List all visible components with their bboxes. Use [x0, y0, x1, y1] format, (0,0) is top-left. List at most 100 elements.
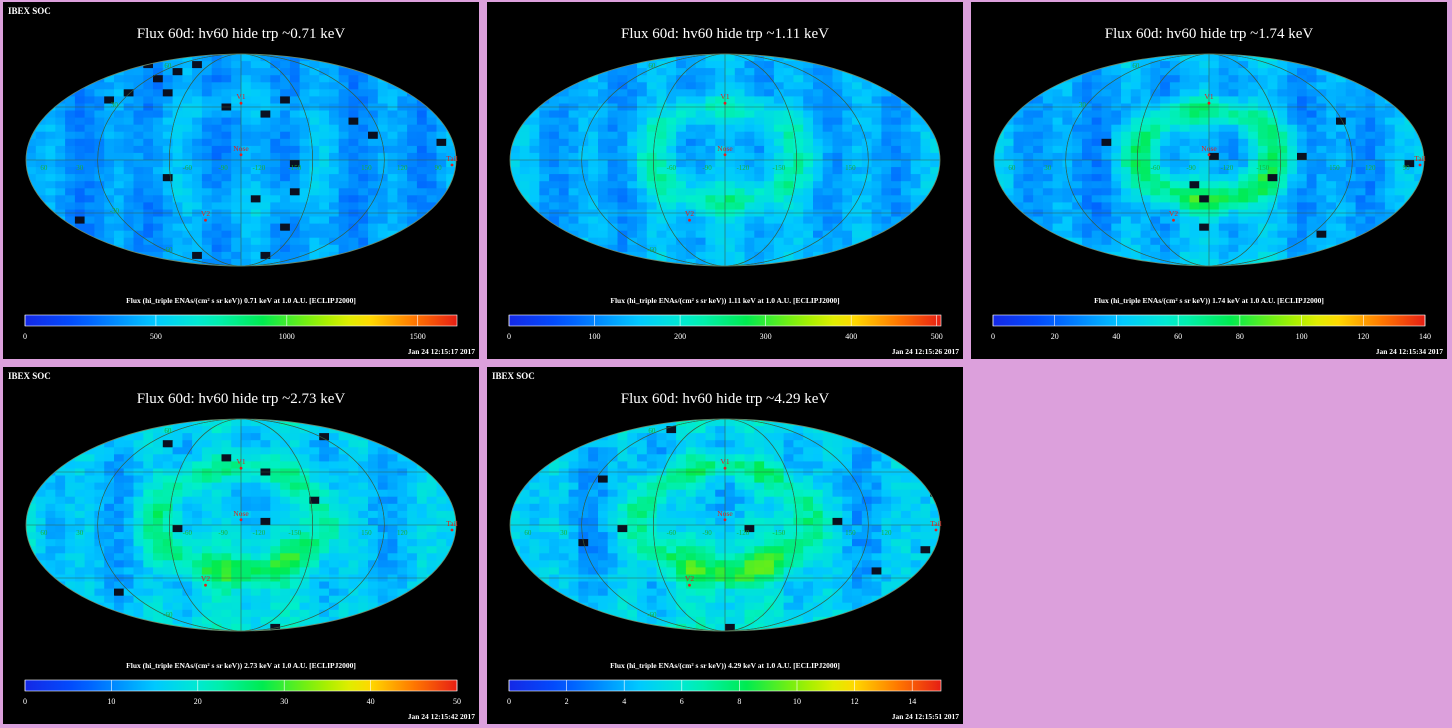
- map-pixel: [387, 482, 398, 491]
- map-pixel: [588, 461, 599, 470]
- map-pixel: [201, 103, 213, 112]
- map-pixel: [852, 110, 863, 119]
- map-pixel: [192, 230, 203, 239]
- map-pixel: [1375, 145, 1386, 154]
- map-pixel: [705, 160, 716, 168]
- map-pixel: [309, 195, 320, 203]
- map-pixel: [182, 482, 193, 491]
- map-pixel: [1238, 131, 1249, 140]
- map-pixel: [519, 181, 531, 189]
- map-pixel: [871, 202, 882, 211]
- map-pixel: [231, 461, 242, 470]
- map-pixel: [201, 510, 213, 519]
- map-pixel: [192, 89, 203, 97]
- map-pixel: [65, 96, 76, 105]
- map-pixel: [1130, 230, 1142, 239]
- map-pixel: [588, 209, 599, 218]
- map-pixel: [822, 110, 834, 119]
- map-pixel: [607, 209, 619, 218]
- map-pixel: [871, 223, 882, 232]
- map-pixel: [397, 160, 408, 168]
- map-pixel: [1052, 202, 1063, 211]
- map-pixel: [1248, 174, 1259, 182]
- map-pixel: [280, 251, 291, 260]
- map-pixel: [270, 181, 281, 189]
- map-pixel: [793, 188, 804, 196]
- map-pixel: [832, 209, 843, 218]
- map-pixel: [289, 454, 301, 462]
- map-pixel: [358, 138, 369, 147]
- map-pixel: [270, 103, 281, 112]
- map-pixel: [754, 75, 765, 83]
- map-pixel: [871, 461, 882, 470]
- map-pixel: [387, 209, 398, 218]
- marker-label: V2: [201, 209, 210, 218]
- map-pixel: [637, 237, 648, 246]
- map-pixel: [1082, 160, 1093, 168]
- map-pixel: [436, 517, 447, 526]
- map-pixel: [1179, 75, 1191, 83]
- map-pixel: [607, 124, 619, 133]
- map-pixel: [1267, 75, 1278, 83]
- map-pixel: [773, 75, 785, 83]
- map-pixel: [84, 216, 95, 225]
- map-pixel: [55, 209, 66, 218]
- map-pixel: [1179, 251, 1191, 260]
- map-pixel: [133, 440, 144, 448]
- map-pixel: [1384, 160, 1396, 168]
- map-pixel: [1091, 145, 1103, 154]
- map-pixel: [104, 209, 115, 218]
- map-pixel: [368, 496, 379, 505]
- map-pixel: [250, 61, 262, 69]
- map-pixel: [377, 560, 389, 568]
- map-pixel: [598, 489, 609, 498]
- map-pixel: [646, 152, 658, 161]
- map-pixel: [685, 131, 697, 140]
- map-pixel: [270, 447, 281, 455]
- map-pixel: [676, 82, 687, 90]
- map-pixel: [104, 167, 115, 175]
- map-pixel: [1336, 82, 1347, 90]
- map-pixel: [221, 89, 232, 97]
- map-pixel: [1248, 68, 1259, 76]
- map-pixel: [744, 475, 755, 484]
- map-pixel: [26, 525, 37, 533]
- map-pixel: [358, 447, 369, 455]
- map-pixel: [309, 454, 320, 462]
- map-pixel: [1277, 145, 1288, 154]
- map-pixel: [1287, 68, 1298, 76]
- map-pixel: [260, 82, 271, 90]
- map-pixel: [260, 517, 271, 526]
- map-pixel: [637, 131, 648, 140]
- map-pixel: [74, 475, 86, 484]
- map-pixel: [627, 244, 638, 253]
- map-pixel: [436, 546, 447, 554]
- map-pixel: [803, 61, 814, 69]
- map-pixel: [368, 138, 379, 147]
- map-pixel: [1140, 230, 1151, 239]
- map-pixel: [289, 482, 301, 491]
- map-pixel: [114, 560, 125, 568]
- map-pixel: [153, 588, 164, 597]
- map-pixel: [685, 202, 697, 211]
- map-pixel: [666, 110, 677, 119]
- map-pixel: [84, 174, 95, 182]
- map-pixel: [558, 131, 570, 140]
- map-pixel: [250, 230, 262, 239]
- map-pixel: [201, 174, 213, 182]
- map-pixel: [568, 230, 579, 239]
- map-pixel: [338, 216, 350, 225]
- map-pixel: [1140, 131, 1151, 140]
- map-pixel: [1267, 230, 1278, 239]
- map-pixel: [299, 609, 310, 618]
- map-pixel: [309, 167, 320, 175]
- map-pixel: [182, 419, 193, 427]
- map-pixel: [1072, 110, 1083, 119]
- map-pixel: [891, 468, 902, 477]
- map-pixel: [891, 216, 902, 225]
- map-outline: [509, 53, 941, 267]
- map-pixel: [299, 124, 310, 133]
- map-pixel: [685, 110, 697, 119]
- map-pixel: [617, 160, 628, 168]
- map-pixel: [329, 174, 340, 182]
